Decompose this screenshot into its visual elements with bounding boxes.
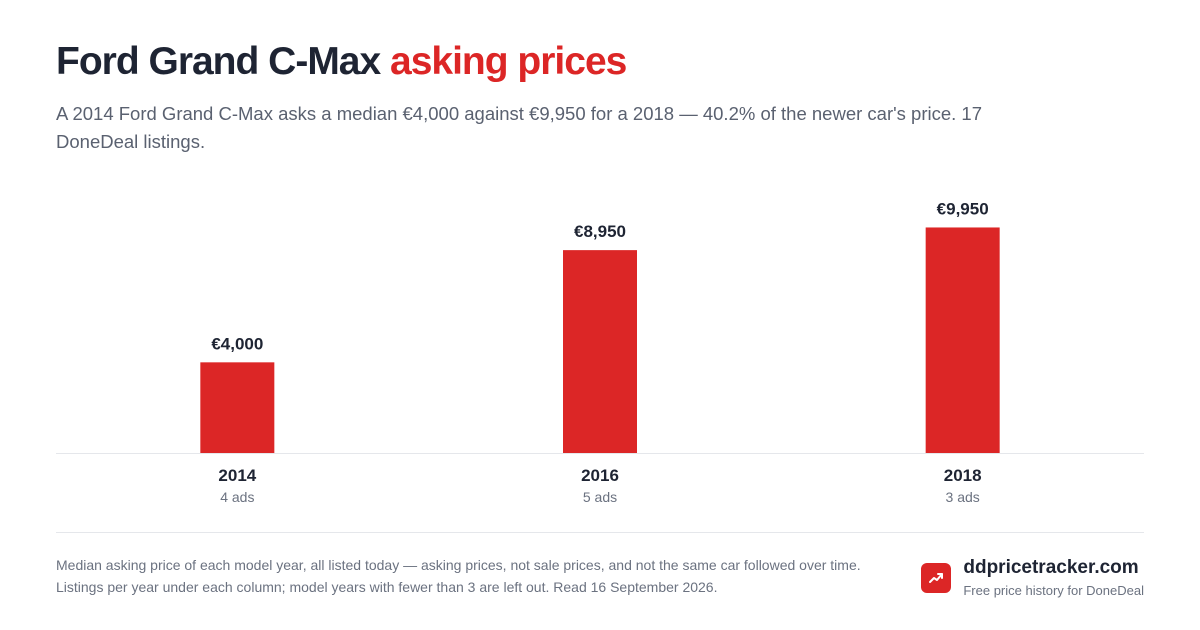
bar-2014 [200,362,275,453]
footer-divider [56,532,1144,533]
x-tick-sublabel: 4 ads [220,489,254,505]
footnote: Median asking price of each model year, … [56,557,861,595]
trending-up-icon [921,563,952,593]
bar-value-label: €4,000 [211,334,263,353]
bar-2016 [563,250,637,453]
x-tick-label: 2016 [581,466,619,485]
x-tick-sublabel: 3 ads [946,489,980,505]
x-tick-sublabel: 5 ads [583,489,617,505]
bar-value-label: €8,950 [574,222,626,241]
title-main: Ford Grand C-Max [56,40,381,83]
bar-2018 [925,227,1000,453]
brand[interactable]: ddpricetracker.com Free price history fo… [921,556,1144,600]
x-tick-label: 2018 [944,466,982,485]
x-tick-label: 2014 [218,466,256,485]
page-title: Ford Grand C-Max asking prices [56,40,627,84]
bar-value-label: €9,950 [937,199,989,218]
brand-name[interactable]: ddpricetracker.com [963,557,1139,578]
subtitle: A 2014 Ford Grand C-Max asks a median €4… [56,103,982,152]
title-accent: asking prices [390,40,627,83]
brand-tagline: Free price history for DoneDeal [963,583,1144,598]
